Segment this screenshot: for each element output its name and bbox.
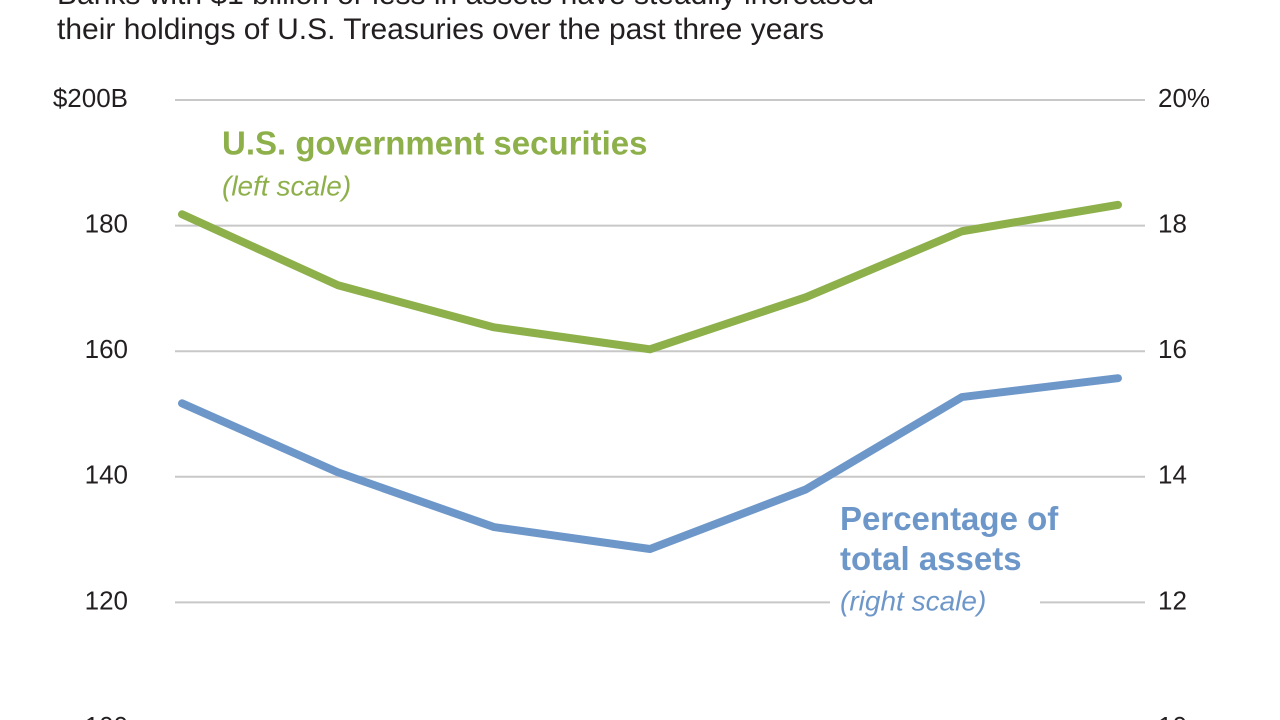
chart-title: Banks with $1 billion or less in assets … (57, 0, 874, 11)
series-line (178, 374, 1122, 554)
chart-title: their holdings of U.S. Treasuries over t… (57, 13, 824, 46)
y2-tick-label: 20% (1158, 83, 1210, 113)
y2-tick-label: 16 (1158, 334, 1187, 364)
series-label: Percentage of total assets (840, 500, 1059, 577)
y2-tick-label: 12 (1158, 585, 1187, 615)
series-note: (left scale) (222, 170, 351, 201)
y-tick-label: 100 (85, 711, 128, 720)
y-tick-label: 140 (85, 460, 128, 490)
y-tick-label: 160 (85, 334, 128, 364)
y-tick-label: 180 (85, 208, 128, 238)
y2-tick-label: 18 (1158, 208, 1187, 238)
y-tick-label: $200B (53, 83, 128, 113)
series-label: U.S. government securities (222, 125, 647, 162)
y2-tick-label: 14 (1158, 460, 1187, 490)
series-note: (right scale) (840, 585, 986, 616)
label-backdrop (830, 580, 1040, 624)
series-line (178, 200, 1122, 354)
y2-tick-label: 10 (1158, 711, 1187, 720)
y-tick-label: 120 (85, 585, 128, 615)
